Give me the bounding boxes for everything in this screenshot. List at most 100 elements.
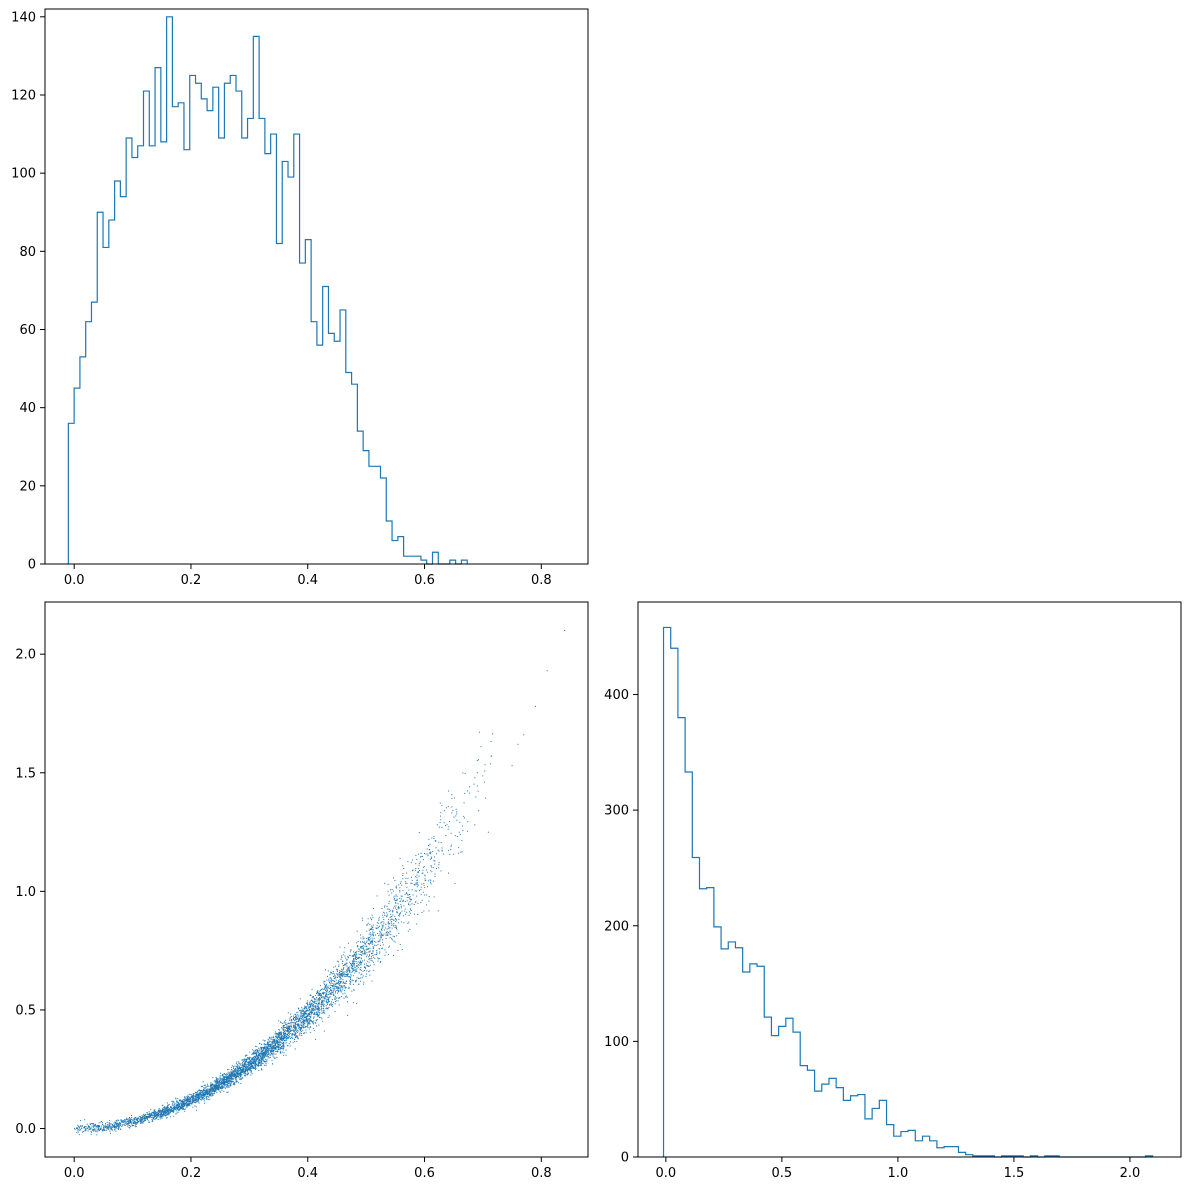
scatter-point	[359, 962, 361, 964]
scatter-point	[144, 1117, 146, 1119]
scatter-point	[229, 1072, 231, 1074]
scatter-point	[285, 1054, 287, 1056]
scatter-point	[372, 907, 374, 909]
scatter-point	[342, 975, 344, 977]
scatter-point	[395, 902, 397, 904]
scatter-point	[173, 1115, 175, 1117]
scatter-point	[244, 1069, 246, 1071]
scatter-point	[205, 1089, 207, 1091]
scatter-point	[380, 921, 382, 923]
scatter-point	[372, 950, 374, 952]
scatter-point	[190, 1099, 192, 1101]
scatter-point	[253, 1055, 255, 1057]
scatter-point	[411, 882, 413, 884]
scatter-point	[212, 1077, 214, 1079]
scatter-point	[415, 854, 417, 856]
scatter-point	[225, 1083, 227, 1085]
scatter-point	[363, 967, 365, 969]
scatter-point	[434, 860, 436, 862]
scatter-point	[391, 918, 393, 920]
scatter-point	[186, 1101, 188, 1103]
scatter-point	[300, 1016, 302, 1018]
scatter-point	[268, 1044, 270, 1046]
scatter-point	[355, 956, 357, 958]
scatter-point	[260, 1057, 262, 1059]
scatter-point	[252, 1061, 254, 1063]
scatter-point	[168, 1114, 170, 1116]
scatter-point	[120, 1119, 122, 1121]
scatter-point	[247, 1072, 249, 1074]
scatter-point	[303, 1013, 305, 1015]
scatter-point	[206, 1090, 208, 1092]
scatter-point	[342, 972, 344, 974]
scatter-point	[317, 1011, 319, 1013]
scatter-point	[302, 1015, 304, 1017]
scatter-point	[299, 998, 301, 1000]
scatter-point	[302, 1014, 304, 1016]
scatter-point	[249, 1068, 251, 1070]
scatter-point	[178, 1102, 180, 1104]
scatter-point	[287, 1023, 289, 1025]
scatter-point	[334, 997, 336, 999]
scatter-point	[492, 733, 494, 735]
scatter-point	[441, 826, 443, 828]
scatter-point	[428, 838, 430, 840]
scatter-point	[395, 918, 397, 920]
scatter-point	[118, 1119, 120, 1121]
scatter-point	[353, 955, 355, 957]
scatter-point	[279, 1047, 281, 1049]
scatter-point	[245, 1058, 247, 1060]
scatter-point	[357, 945, 359, 947]
scatter-point	[293, 1031, 295, 1033]
scatter-point	[256, 1056, 258, 1058]
scatter-point	[226, 1080, 228, 1082]
scatter-point	[185, 1099, 187, 1101]
scatter-point	[430, 880, 432, 882]
scatter-point	[92, 1125, 94, 1127]
scatter-point	[294, 1029, 296, 1031]
scatter-point	[272, 1051, 274, 1053]
scatter-point	[332, 993, 334, 995]
scatter-point	[215, 1080, 217, 1082]
scatter-point	[333, 989, 335, 991]
scatter-point	[306, 1010, 308, 1012]
scatter-point	[182, 1100, 184, 1102]
scatter-point	[295, 1023, 297, 1025]
scatter-point	[357, 961, 359, 963]
scatter-point	[340, 991, 342, 993]
scatter-point	[247, 1068, 249, 1070]
scatter-point	[389, 889, 391, 891]
scatter-point	[115, 1123, 117, 1125]
scatter-point	[405, 877, 407, 879]
scatter-point	[244, 1060, 246, 1062]
scatter-point	[275, 1053, 277, 1055]
scatter-point	[214, 1086, 216, 1088]
scatter-point	[101, 1130, 103, 1132]
scatter-point	[164, 1113, 166, 1115]
scatter-point	[344, 987, 346, 989]
scatter-point	[379, 958, 381, 960]
scatter-point	[351, 967, 353, 969]
scatter-point	[366, 973, 368, 975]
scatter-point	[268, 1049, 270, 1051]
scatter-point	[166, 1108, 168, 1110]
scatter-point	[261, 1060, 263, 1062]
scatter-point	[241, 1070, 243, 1072]
scatter-point	[382, 921, 384, 923]
scatter-point	[150, 1108, 152, 1110]
scatter-point	[314, 1038, 316, 1040]
scatter-point	[314, 1009, 316, 1011]
scatter-point	[439, 802, 441, 804]
scatter-point	[352, 980, 354, 982]
scatter-point	[325, 1001, 327, 1003]
scatter-point	[324, 988, 326, 990]
scatter-point	[484, 770, 486, 772]
scatter-point	[332, 972, 334, 974]
scatter-point	[249, 1069, 251, 1071]
scatter-point	[317, 1008, 319, 1010]
scatter-point	[246, 1070, 248, 1072]
scatter-point	[107, 1128, 109, 1130]
scatter-point	[200, 1090, 202, 1092]
scatter-point	[384, 905, 386, 907]
scatter-point	[257, 1059, 259, 1061]
